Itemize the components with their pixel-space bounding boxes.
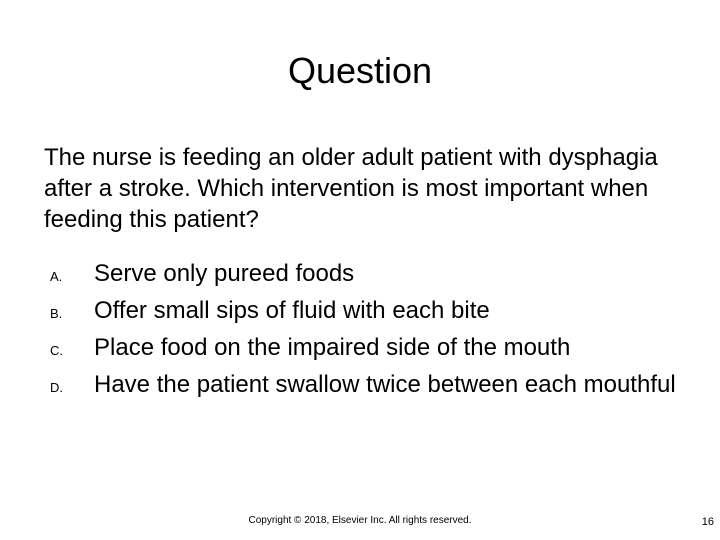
option-letter: C. (50, 343, 94, 358)
option-text: Place food on the impaired side of the m… (94, 332, 570, 363)
option-row: D. Have the patient swallow twice betwee… (50, 369, 680, 400)
option-text: Have the patient swallow twice between e… (94, 369, 676, 400)
option-letter: D. (50, 380, 94, 395)
option-row: B. Offer small sips of fluid with each b… (50, 295, 680, 326)
option-row: C. Place food on the impaired side of th… (50, 332, 680, 363)
option-letter: B. (50, 306, 94, 321)
options-list: A. Serve only pureed foods B. Offer smal… (40, 258, 680, 401)
option-text: Serve only pureed foods (94, 258, 354, 289)
page-number: 16 (702, 516, 714, 528)
option-row: A. Serve only pureed foods (50, 258, 680, 289)
question-text: The nurse is feeding an older adult pati… (40, 142, 680, 236)
option-text: Offer small sips of fluid with each bite (94, 295, 490, 326)
slide-container: Question The nurse is feeding an older a… (0, 0, 720, 540)
option-letter: A. (50, 269, 94, 284)
copyright-text: Copyright © 2018, Elsevier Inc. All righ… (0, 515, 720, 526)
slide-title: Question (40, 50, 680, 92)
